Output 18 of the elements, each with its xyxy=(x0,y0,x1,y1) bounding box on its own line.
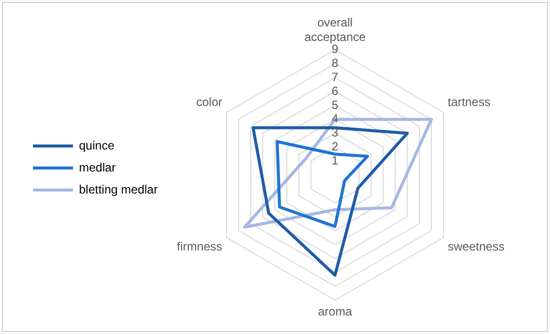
y-tick-label: 8 xyxy=(332,56,339,70)
spoke-label: sweetness xyxy=(448,240,504,254)
spoke-label: tartness xyxy=(448,95,490,110)
y-tick-label: 3 xyxy=(332,126,339,140)
legend-label: quince xyxy=(79,138,115,152)
spoke-label: firmness xyxy=(176,240,222,254)
legend-label: bletting medlar xyxy=(79,182,158,196)
legend-label: medlar xyxy=(79,160,116,174)
y-tick-label: 2 xyxy=(332,139,339,154)
spoke-label: aroma xyxy=(318,304,352,319)
y-tick-label: 4 xyxy=(332,112,339,126)
y-tick-label: 1 xyxy=(332,153,339,168)
spoke-label: color xyxy=(196,95,222,110)
y-tick-label: 6 xyxy=(332,84,339,98)
spoke-label: overall acceptance xyxy=(304,16,366,44)
y-tick-label: 5 xyxy=(332,98,339,112)
y-tick-label: 9 xyxy=(332,42,339,56)
y-tick-label: 7 xyxy=(332,70,339,84)
